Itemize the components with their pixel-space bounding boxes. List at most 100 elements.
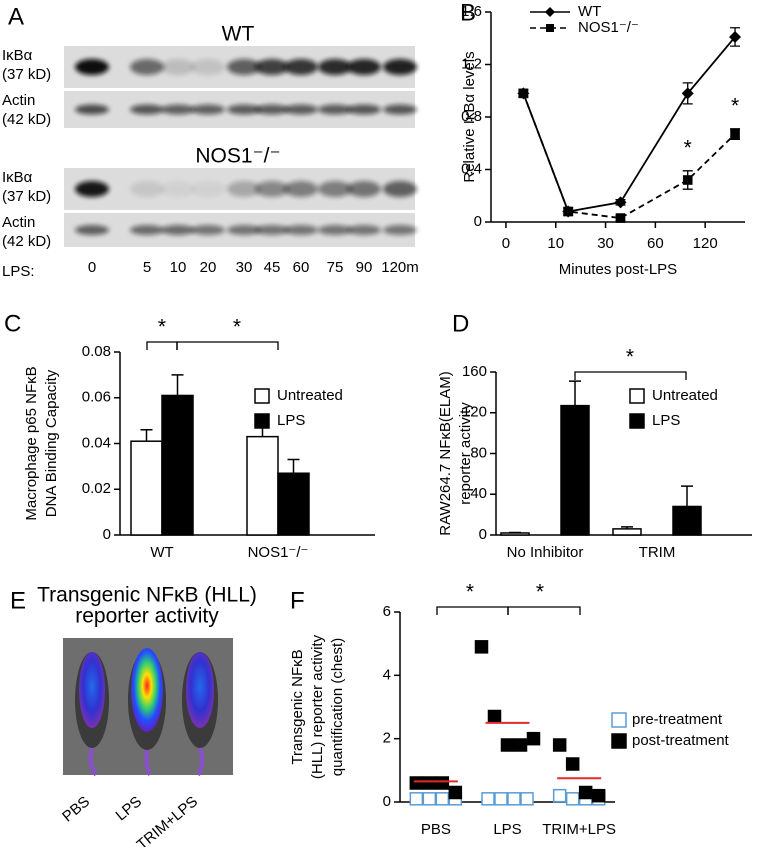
data-point xyxy=(729,30,742,43)
data-point xyxy=(562,205,575,218)
data-point xyxy=(565,757,580,771)
x-tick-label: 0 xyxy=(502,235,510,252)
y-tick-label: 4 xyxy=(383,666,391,683)
panel-letter: D xyxy=(452,310,469,337)
blot-band xyxy=(130,225,164,235)
y-tick-label: 2 xyxy=(383,730,391,747)
data-point xyxy=(474,640,489,654)
annotation: * xyxy=(684,136,692,159)
data-point xyxy=(409,776,424,790)
blot-band xyxy=(284,181,318,197)
blot-band xyxy=(255,225,289,235)
blot-band xyxy=(191,225,225,235)
legend-swatch xyxy=(611,733,627,749)
data-point xyxy=(507,792,521,806)
mouse-label: TRIM+LPS xyxy=(134,793,201,847)
blot-band xyxy=(284,59,318,75)
legend-label: Untreated xyxy=(652,387,718,404)
blot-band xyxy=(227,104,261,115)
blot-band xyxy=(383,181,417,197)
x-tick-label: PBS xyxy=(421,821,451,838)
significance-bracket xyxy=(507,606,581,615)
panel-letter: A xyxy=(8,3,24,30)
significance-bracket xyxy=(176,341,279,350)
error-bar xyxy=(569,380,581,406)
blot-row-label: (42 kD) xyxy=(2,111,51,128)
data-point xyxy=(487,709,502,724)
y-axis-label: Transgenic NFκB xyxy=(289,649,306,764)
y-tick-label: 0 xyxy=(474,213,482,230)
blot-band xyxy=(347,181,381,197)
data-point xyxy=(681,87,694,100)
blot-band xyxy=(318,59,352,75)
series-line xyxy=(522,36,736,213)
error-bar xyxy=(171,374,184,396)
legend-swatch xyxy=(629,388,645,404)
data-point xyxy=(435,776,450,790)
legend-label: post-treatment xyxy=(632,732,730,749)
data-point xyxy=(481,792,495,806)
lane-label: 5 xyxy=(143,259,151,276)
significance-label: * xyxy=(158,316,166,339)
y-tick-label: 0.02 xyxy=(82,480,111,497)
x-tick-label: 10 xyxy=(547,235,564,252)
data-point xyxy=(552,738,567,752)
lane-label: 60 xyxy=(293,259,310,276)
blot-row-label: IκBα xyxy=(2,47,33,64)
x-axis-label: Minutes post-LPS xyxy=(559,261,677,278)
blot-band xyxy=(383,104,417,115)
blot-band xyxy=(227,59,261,75)
lane-title: LPS: xyxy=(2,263,35,280)
legend-label: pre-treatment xyxy=(632,711,723,728)
blot-band xyxy=(191,104,225,115)
bar xyxy=(130,440,163,536)
mouse-label: LPS xyxy=(112,793,145,824)
blot-row-label: (37 kD) xyxy=(2,188,51,205)
significance-bracket xyxy=(574,371,687,380)
panel-letter: E xyxy=(10,587,26,614)
significance-bracket xyxy=(436,606,509,615)
legend-marker xyxy=(546,24,554,32)
data-point xyxy=(526,731,541,746)
blot-band xyxy=(161,59,195,75)
blot-band xyxy=(130,59,164,75)
data-point xyxy=(682,175,693,185)
y-axis-label: reporter activity xyxy=(457,402,474,505)
data-point xyxy=(435,792,450,806)
blot-row-label: (42 kD) xyxy=(2,233,51,250)
blot-band xyxy=(284,104,318,115)
error-bar xyxy=(681,485,693,507)
significance-bracket xyxy=(146,341,178,350)
y-tick-label: 0 xyxy=(479,526,487,543)
y-tick-label: 120 xyxy=(462,404,487,421)
blot-band xyxy=(161,225,195,235)
blot-row-label: Actin xyxy=(2,214,35,231)
blot-band xyxy=(130,181,164,197)
data-point xyxy=(448,785,463,800)
blot-band xyxy=(318,225,352,235)
y-tick-label: 1.6 xyxy=(461,3,482,20)
annotation: * xyxy=(731,94,739,117)
blot-band xyxy=(130,104,164,115)
legend-swatch xyxy=(611,712,627,728)
bar xyxy=(612,528,642,536)
blot-group-title: NOS1⁻/⁻ xyxy=(195,145,280,168)
y-axis-label: Relative IκBα levels xyxy=(461,51,478,182)
bar xyxy=(672,505,702,536)
blot-band xyxy=(318,104,352,115)
mouse-image xyxy=(63,638,233,777)
legend-swatch xyxy=(254,388,270,404)
data-point xyxy=(500,738,515,752)
y-tick-label: 0.8 xyxy=(461,108,482,125)
blot-band xyxy=(383,225,417,235)
data-point xyxy=(520,792,534,806)
panel-letter: F xyxy=(290,587,305,614)
blot-band xyxy=(383,59,417,75)
y-axis-label: RAW264.7 NFκB(ELAM) xyxy=(437,371,454,535)
x-tick-label: No Inhibitor xyxy=(507,544,584,561)
blot-band xyxy=(284,225,318,235)
data-point xyxy=(565,792,580,806)
lane-label: 75 xyxy=(327,259,344,276)
bar xyxy=(500,532,530,536)
data-point xyxy=(422,792,437,806)
